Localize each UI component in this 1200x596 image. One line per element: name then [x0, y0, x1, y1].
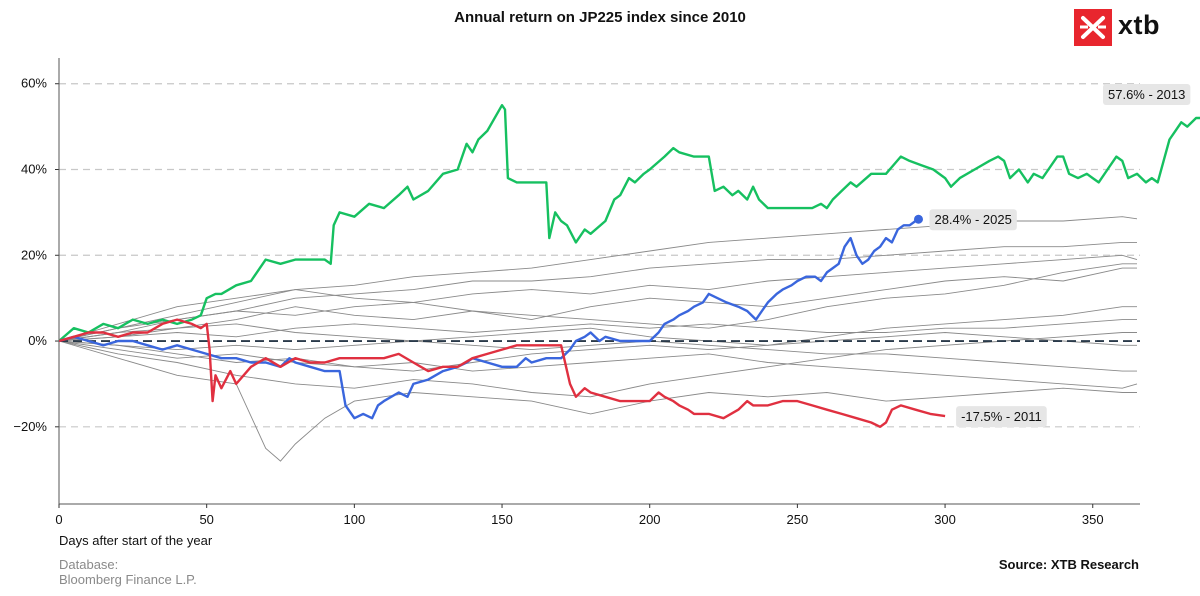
database-value: Bloomberg Finance L.P. — [59, 572, 197, 587]
background-series-line — [58, 340, 1137, 372]
background-series-group — [58, 216, 1140, 462]
x-axis-label: Days after start of the year — [59, 533, 213, 548]
x-tick-label: 0 — [55, 512, 62, 527]
axes: −20% 0% 20% 40% 60% 0 50 100 150 200 250 300 350 — [13, 58, 1140, 527]
database-label: Database: — [59, 557, 119, 572]
end-label-2011-text: -17.5% - 2011 — [961, 409, 1042, 424]
background-series-line — [58, 254, 1138, 342]
end-label-2025-box — [929, 209, 1017, 231]
series-2025-end-marker — [913, 214, 923, 224]
y-tick-label: 40% — [21, 162, 47, 177]
series-2025-line — [58, 218, 920, 420]
end-label-2025-text: 28.4% - 2025 — [934, 212, 1011, 227]
background-series-line — [58, 267, 1137, 342]
x-tick-label: 250 — [787, 512, 809, 527]
background-series-line — [58, 340, 1137, 462]
x-tick-label: 100 — [344, 512, 366, 527]
background-series-line — [58, 263, 1137, 342]
end-label-2013-text: 57.6% - 2013 — [1108, 87, 1185, 102]
x-tick-label: 50 — [199, 512, 213, 527]
y-tick-label: −20% — [13, 419, 47, 434]
logo-mark-icon — [1074, 9, 1112, 46]
x-tick-label: 200 — [639, 512, 661, 527]
y-tick-label: 20% — [21, 247, 47, 262]
database-note: Database: Bloomberg Finance L.P. — [59, 557, 197, 587]
background-series-line — [58, 319, 1137, 342]
logo-text: xtb — [1118, 10, 1160, 40]
highlighted-series-group — [58, 104, 1200, 428]
background-series-line — [58, 332, 1137, 398]
grid-lines — [59, 83, 1140, 428]
x-tick-label: 350 — [1082, 512, 1104, 527]
x-tick-label: 150 — [491, 512, 513, 527]
end-label-2011-box — [956, 406, 1047, 428]
x-tick-label: 300 — [934, 512, 956, 527]
background-series-line — [58, 340, 1138, 389]
series-2013-line — [58, 104, 1200, 342]
chart-title: Annual return on JP225 index since 2010 — [454, 9, 746, 26]
background-series-line — [58, 241, 1137, 342]
end-label-2013: 57.6% - 2013 — [1103, 84, 1191, 106]
end-label-2011: -17.5% - 2011 — [956, 406, 1047, 428]
xtb-logo: xtb — [1074, 9, 1170, 47]
end-labels: 57.6% - 2013 28.4% - 2025 -17.5% - 2011 — [929, 84, 1191, 428]
end-label-2025: 28.4% - 2025 — [929, 209, 1017, 231]
series-2011-line — [58, 318, 946, 428]
background-series-line — [58, 323, 1137, 346]
end-label-2013-box — [1103, 84, 1191, 106]
y-tick-label: 60% — [21, 76, 47, 91]
source-note: Source: XTB Research — [998, 557, 1139, 572]
y-tick-label: 0% — [28, 333, 47, 348]
